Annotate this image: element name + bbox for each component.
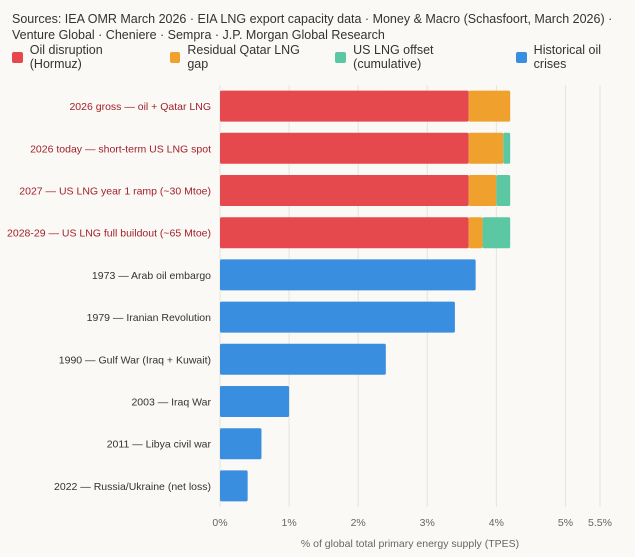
legend: Oil disruption (Hormuz) Residual Qatar LN… xyxy=(12,43,635,71)
legend-swatch xyxy=(169,51,181,63)
x-tick-label: 2% xyxy=(351,517,366,529)
legend-swatch xyxy=(515,51,527,63)
bar-segment xyxy=(220,90,469,122)
bar-segment xyxy=(220,132,469,164)
bar-segment xyxy=(482,217,511,249)
legend-swatch xyxy=(12,51,23,63)
bar-segment xyxy=(496,175,511,206)
bar-segment xyxy=(503,132,511,164)
bar-segment xyxy=(468,217,483,249)
category-label: 1990 — Gulf War (Iraq + Kuwait) xyxy=(59,354,211,366)
legend-item: Oil disruption (Hormuz) xyxy=(12,43,156,71)
bar-segment xyxy=(220,386,290,417)
x-tick-label: 4% xyxy=(489,517,504,529)
bar-segment xyxy=(468,175,497,206)
category-label: 2026 today — short-term US LNG spot xyxy=(30,143,211,155)
bar-segment xyxy=(220,428,262,460)
legend-label: Residual Qatar LNG gap xyxy=(187,43,300,71)
category-label: 1979 — Iranian Revolution xyxy=(87,312,211,324)
x-tick-label: 5.5% xyxy=(588,517,612,529)
x-tick-label: 3% xyxy=(420,517,435,529)
bar-segment xyxy=(468,90,511,122)
category-label: 2022 — Russia/Ukraine (net loss) xyxy=(54,481,211,493)
bar-segment xyxy=(220,259,476,291)
bar-segment xyxy=(220,301,455,333)
category-label: 2028-29 — US LNG full buildout (~65 Mtoe… xyxy=(7,228,211,240)
bar-segment xyxy=(468,132,504,164)
legend-label: US LNG offset (cumulative) xyxy=(353,43,434,71)
category-label: 1973 — Arab oil embargo xyxy=(92,270,211,282)
category-label: 2026 gross — oil + Qatar LNG xyxy=(69,101,211,113)
legend-item: US LNG offset (cumulative) xyxy=(335,43,502,71)
category-label: 2027 — US LNG year 1 ramp (~30 Mtoe) xyxy=(19,186,211,198)
x-tick-label: 5% xyxy=(558,517,573,529)
legend-item: Historical oil crises xyxy=(515,43,635,71)
x-tick-label: 0% xyxy=(212,517,227,529)
x-tick-label: 1% xyxy=(281,517,296,529)
x-axis-label: % of global total primary energy supply … xyxy=(301,538,519,550)
bar-segment xyxy=(220,175,469,206)
category-label: 2011 — Libya civil war xyxy=(107,439,212,451)
legend-item: Residual Qatar LNG gap xyxy=(169,43,322,71)
bar-segment xyxy=(220,217,469,249)
legend-label: Oil disruption (Hormuz) xyxy=(29,43,103,71)
bar-segment xyxy=(220,470,248,502)
bar-segment xyxy=(220,343,386,375)
category-label: 2003 — Iraq War xyxy=(131,397,211,409)
legend-swatch xyxy=(335,51,347,63)
sources-note: Sources: IEA OMR March 2026 · EIA LNG ex… xyxy=(12,12,613,42)
legend-label: Historical oil crises xyxy=(533,43,602,71)
